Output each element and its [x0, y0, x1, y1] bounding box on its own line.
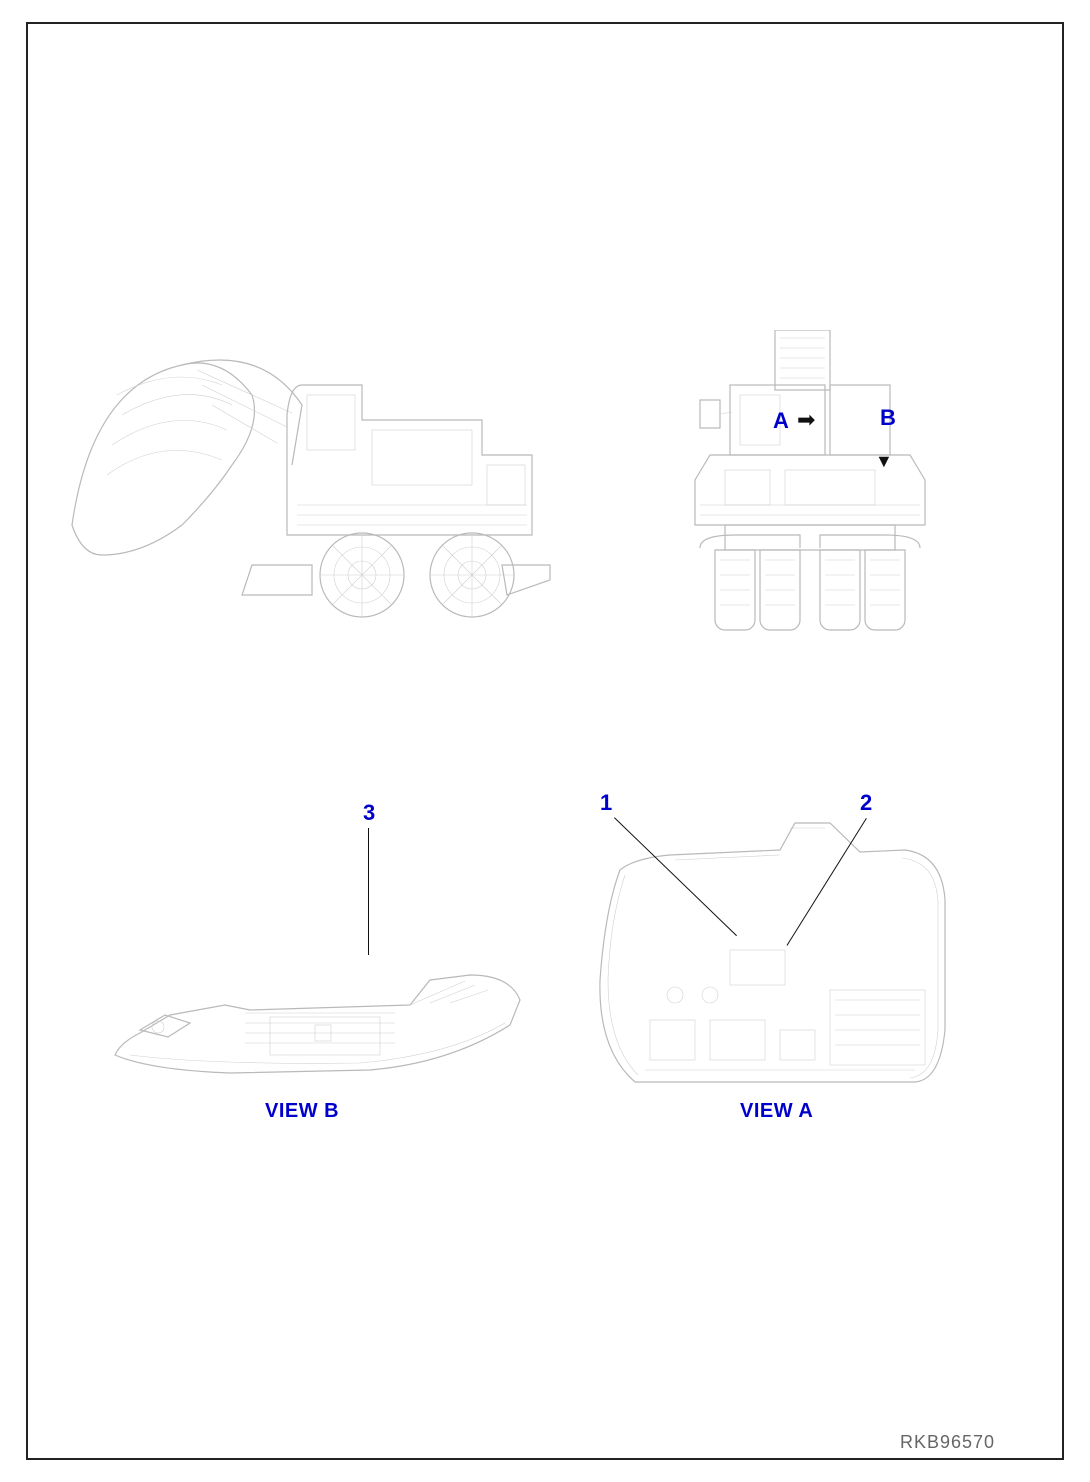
figure-rear-view — [640, 330, 980, 640]
caption-view-a: VIEW A — [740, 1100, 813, 1123]
figure-side-profile — [62, 325, 552, 635]
direction-label-a: A — [773, 408, 789, 434]
direction-label-b: B — [880, 405, 896, 431]
callout-1: 1 — [600, 790, 612, 816]
callout-2: 2 — [860, 790, 872, 816]
page-frame — [26, 22, 1064, 1460]
callout-3: 3 — [363, 800, 375, 826]
leader-3 — [368, 828, 369, 955]
figure-view-b — [110, 905, 530, 1105]
drawing-id: RKB96570 — [900, 1432, 995, 1453]
arrow-right-icon: ➡ — [797, 409, 815, 431]
arrow-down-icon: ▼ — [875, 452, 893, 470]
caption-view-b: VIEW B — [265, 1100, 339, 1123]
page: A ➡ B ▼ 3 VIEW B — [0, 0, 1090, 1482]
figure-view-a — [580, 820, 970, 1110]
